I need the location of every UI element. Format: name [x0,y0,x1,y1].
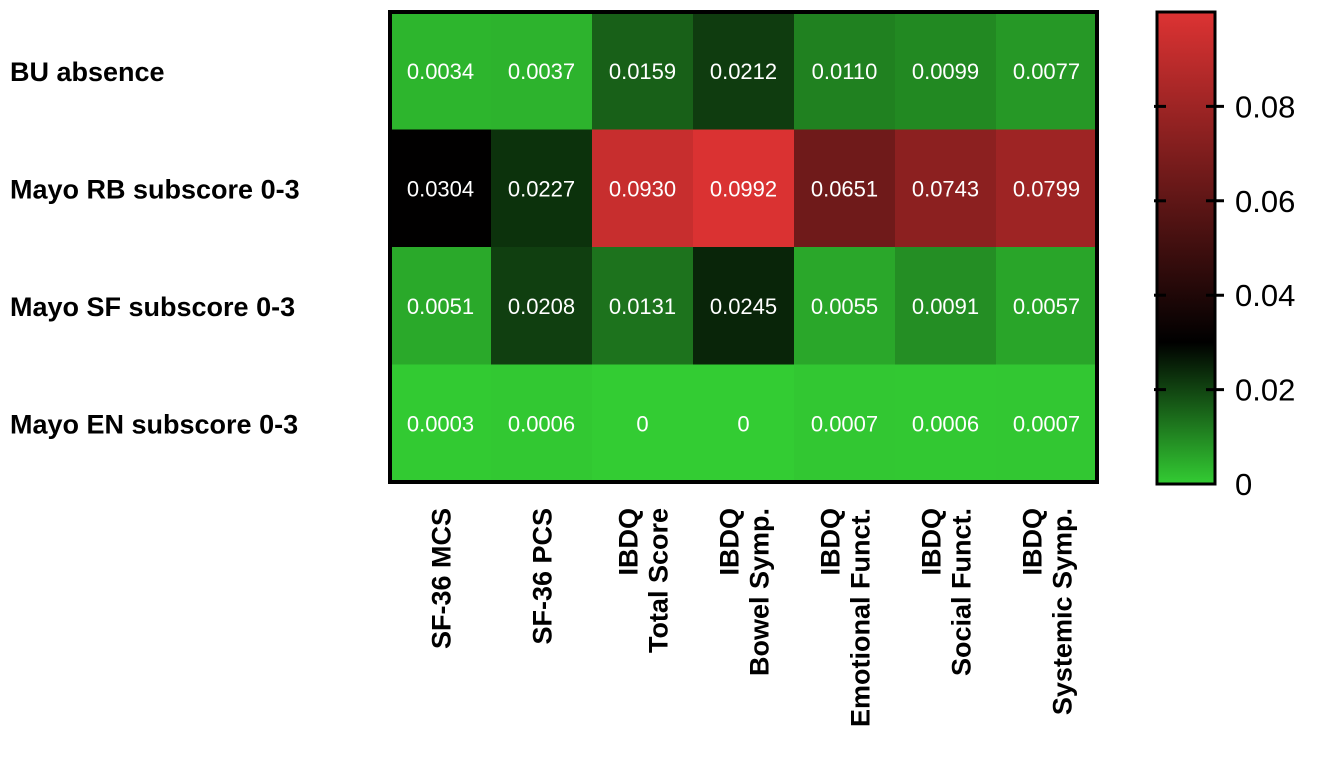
cell-value-label: 0.0110 [812,59,878,84]
heatmap-cell [491,12,593,131]
colorbar: 0 0.02 0.04 0.06 0.08 [1154,10,1295,502]
heatmap-cell [794,247,896,366]
column-label: IBDQ [715,508,745,576]
cell-value-label: 0.0304 [407,176,474,201]
column-labels: SF-36 MCS SF-36 PCS IBDQ Total Score IBDQ Bow… [427,508,1078,727]
heatmap-cell [693,12,795,131]
colorbar-tick-label: 0.06 [1235,184,1295,219]
heatmap-cell [693,247,795,366]
heatmap-cell [895,12,997,131]
column-label: IBDQ [816,508,846,576]
cell-value-label: 0.0057 [1013,294,1080,319]
colorbar-tick-label: 0 [1235,467,1252,502]
column-label: Social Funct. [947,508,977,676]
heatmap-cell [491,247,593,366]
cell-value-label: 0.0930 [609,176,676,201]
heatmap-cell [491,129,593,248]
heatmap-cell [996,364,1098,483]
colorbar-tick-label: 0.04 [1235,278,1295,313]
column-label: SF-36 PCS [528,508,558,645]
heatmap-cell [996,12,1098,131]
cell-value-label: 0.0743 [912,176,979,201]
row-label: BU absence [10,57,165,87]
cell-value-label: 0.0799 [1013,176,1080,201]
heatmap-cell [895,247,997,366]
colorbar-tick-label: 0.02 [1235,373,1295,408]
cell-value-label: 0.0003 [407,411,474,436]
heatmap-cell [592,129,694,248]
heatmap-cell [390,12,492,131]
column-label: IBDQ [1018,508,1048,576]
colorbar-tick-label: 0.08 [1235,89,1295,124]
colorbar-gradient [1155,10,1217,486]
column-label: IBDQ [917,508,947,576]
row-label: Mayo EN subscore 0-3 [10,409,298,439]
heatmap-cell [794,129,896,248]
heatmap-cells: 0.0034 0.0037 0.0159 0.0212 0.0110 0.0099 0.00… [390,12,1098,483]
heatmap-cell [390,129,492,248]
cell-value-label: 0.0034 [407,59,474,84]
heatmap-cell [592,364,694,483]
heatmap-cell [996,247,1098,366]
cell-value-label: 0.0131 [609,294,676,319]
cell-value-label: 0.0007 [811,411,878,436]
cell-value-label: 0.0055 [811,294,878,319]
cell-value-label: 0.0227 [508,176,575,201]
cell-value-label: 0.0992 [710,176,777,201]
column-label: Bowel Symp. [745,508,775,676]
cell-value-label: 0.0245 [710,294,777,319]
cell-value-label: 0.0006 [508,411,575,436]
heatmap-cell [693,364,795,483]
cell-value-label: 0.0212 [710,59,777,84]
cell-value-label: 0.0077 [1013,59,1080,84]
cell-value-label: 0.0007 [1013,411,1080,436]
cell-value-label: 0.0051 [407,294,474,319]
row-labels: BU absence Mayo RB subscore 0-3 Mayo SF su… [10,57,300,440]
row-label: Mayo SF subscore 0-3 [10,292,295,322]
heatmap-cell [895,364,997,483]
cell-value-label: 0.0099 [912,59,979,84]
heatmap-cell [592,247,694,366]
heatmap-cell [491,364,593,483]
cell-value-label: 0.0651 [811,176,878,201]
column-label: IBDQ [614,508,644,576]
plot-border [388,10,1099,484]
heatmap-cell [592,12,694,131]
column-label: Systemic Symp. [1048,508,1078,715]
column-label: Emotional Funct. [846,508,876,727]
cell-value-label: 0 [737,411,749,436]
cell-value-label: 0.0091 [912,294,979,319]
heatmap-cell [996,129,1098,248]
cell-value-label: 0.0037 [508,59,575,84]
row-label: Mayo RB subscore 0-3 [10,174,300,204]
cell-value-label: 0.0208 [508,294,575,319]
heatmap-cell [794,364,896,483]
column-label: SF-36 MCS [427,508,457,649]
heatmap-cell [794,12,896,131]
heatmap-cell [390,364,492,483]
cell-value-label: 0 [636,411,648,436]
heatmap-cell [895,129,997,248]
column-label: Total Score [644,508,674,653]
cell-value-label: 0.0159 [609,59,676,84]
heatmap-cell [390,247,492,366]
cell-value-label: 0.0006 [912,411,979,436]
heatmap-cell [693,129,795,248]
